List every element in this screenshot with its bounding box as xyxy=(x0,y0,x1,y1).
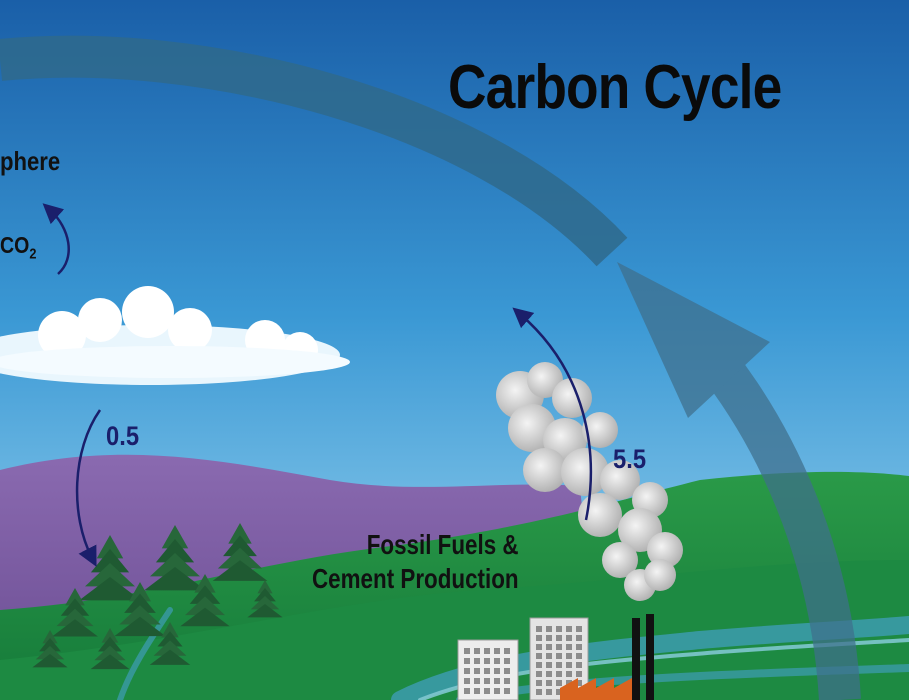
pine-tree-icon xyxy=(144,525,206,591)
pine-tree-icon xyxy=(149,622,191,665)
pine-tree-icon xyxy=(114,582,166,637)
diagram-title: Carbon Cycle xyxy=(448,53,782,122)
fossil-flux-arrow xyxy=(512,307,592,521)
co2-text: CO xyxy=(0,232,30,258)
pine-tree-icon xyxy=(247,580,283,618)
smoke-plume-icon xyxy=(496,362,683,601)
fossil-flux-value: 5.5 xyxy=(613,444,647,474)
cloud-icon xyxy=(0,286,350,385)
pine-tree-icon xyxy=(90,628,130,670)
pine-tree-icon xyxy=(212,523,268,581)
vegetation-flux-value: 0.5 xyxy=(106,421,140,451)
fossil-fuels-label: Fossil Fuels & Cement Production xyxy=(312,528,519,596)
atmosphere-label: phere xyxy=(0,146,61,176)
fossil-fuels-line1: Fossil Fuels & xyxy=(366,529,519,560)
pine-tree-icon xyxy=(180,574,230,627)
big-cycle-arrow-top xyxy=(0,35,628,267)
co2-subscript: 2 xyxy=(29,245,37,263)
big-cycle-arrow-rise xyxy=(617,262,861,700)
vegetation-flux-arrow xyxy=(75,409,102,567)
pine-tree-icon xyxy=(79,535,141,601)
pine-trees xyxy=(32,523,283,670)
green-hills-front xyxy=(0,560,909,700)
co2-flux-arrow xyxy=(42,203,70,275)
pine-tree-icon xyxy=(32,630,68,668)
factory-icon xyxy=(560,614,654,700)
pine-tree-icon xyxy=(52,588,98,637)
fossil-fuels-line2: Cement Production xyxy=(312,563,519,594)
co2-label: CO2 xyxy=(0,232,36,263)
